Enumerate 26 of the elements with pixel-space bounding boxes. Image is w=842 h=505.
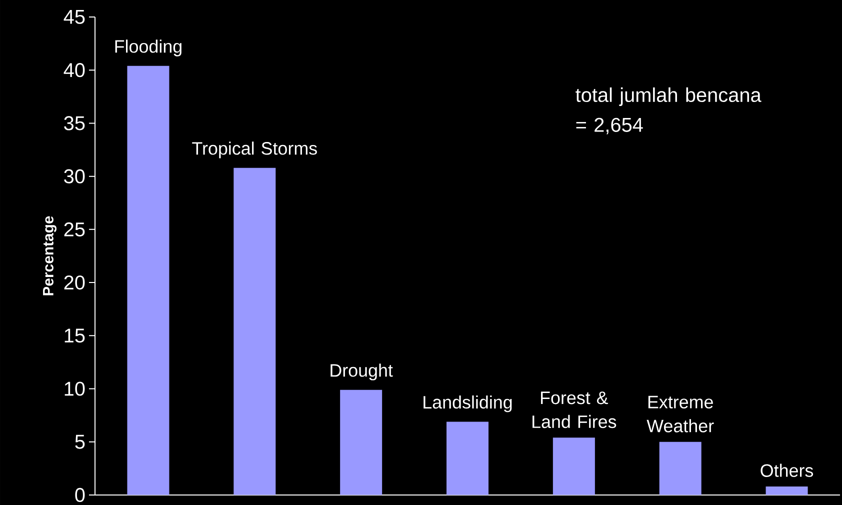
y-tick-label: 25 xyxy=(64,222,85,236)
y-tick-label: 10 xyxy=(64,382,85,396)
x-tick-label: Drought xyxy=(330,364,393,380)
y-tick-label: 40 xyxy=(64,63,85,78)
bar xyxy=(234,168,276,495)
bar xyxy=(552,438,595,495)
y-tick-label: 20 xyxy=(64,275,85,290)
y-tick-label: 0 xyxy=(75,488,85,502)
y-tick-label: 5 xyxy=(75,434,85,449)
bar xyxy=(340,390,382,495)
x-tick-label: Tropical Storms xyxy=(192,142,317,158)
y-tick-label: 45 xyxy=(64,10,85,24)
x-tick-label: Extreme Weather xyxy=(646,396,714,432)
x-tick-label: Forest & Land Fires xyxy=(532,392,616,428)
bar xyxy=(446,422,489,495)
y-axis-title: Percentage xyxy=(43,216,56,296)
annotation: total jumlah bencana = 2,654 xyxy=(576,87,762,134)
x-tick-label: Flooding xyxy=(115,40,182,56)
bar xyxy=(766,486,808,495)
y-tick-label: 30 xyxy=(64,169,85,184)
x-tick-label: Landsliding xyxy=(424,395,512,412)
y-tick-label: 15 xyxy=(64,328,85,343)
bar xyxy=(659,442,702,495)
y-tick-label: 35 xyxy=(64,116,85,130)
x-tick-label: Others xyxy=(760,464,814,477)
bar xyxy=(127,66,170,495)
